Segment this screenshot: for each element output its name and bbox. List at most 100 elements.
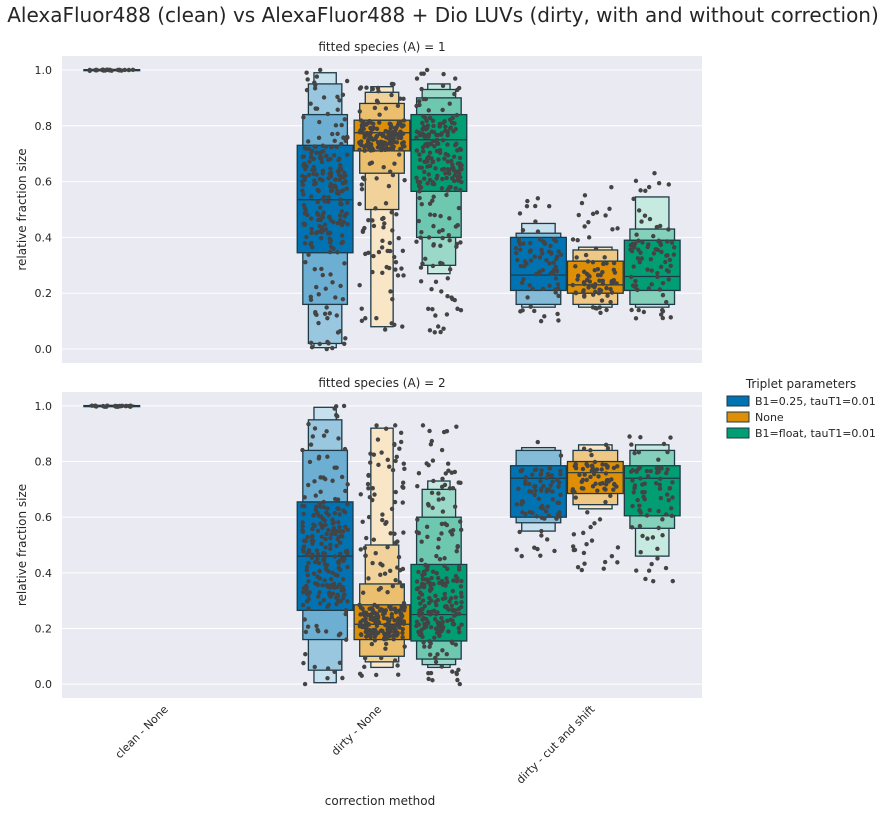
data-point: [337, 660, 343, 665]
data-point: [457, 146, 463, 152]
data-point: [527, 509, 533, 515]
data-point: [340, 239, 346, 245]
data-point: [439, 628, 444, 634]
data-point: [370, 218, 375, 223]
data-point: [393, 578, 398, 583]
data-point: [417, 165, 422, 170]
data-point: [638, 188, 643, 193]
data-point: [333, 177, 338, 182]
data-point: [517, 529, 522, 535]
data-point: [438, 260, 443, 266]
data-point: [429, 129, 435, 134]
data-point: [570, 282, 576, 288]
data-point: [638, 550, 643, 555]
data-point: [416, 218, 422, 224]
data-point: [415, 483, 420, 489]
data-point: [395, 630, 400, 636]
data-point: [365, 481, 371, 487]
data-point: [458, 308, 464, 313]
data-point: [630, 478, 635, 483]
data-point: [615, 464, 620, 469]
data-point: [338, 551, 343, 557]
y-axis-label: relative fraction size: [15, 148, 29, 270]
data-point: [322, 551, 328, 556]
data-point: [333, 572, 338, 578]
data-point: [637, 523, 643, 529]
data-point: [433, 659, 439, 665]
data-point: [418, 607, 424, 612]
data-point: [326, 341, 331, 346]
data-point: [332, 510, 338, 516]
data-point: [300, 182, 306, 187]
data-point: [415, 517, 420, 522]
data-point: [311, 512, 316, 518]
data-point: [438, 329, 443, 335]
data-point: [550, 271, 555, 276]
data-point: [398, 439, 404, 445]
data-point: [431, 123, 436, 129]
data-point: [344, 134, 350, 140]
data-point: [369, 611, 374, 617]
data-point: [334, 412, 339, 418]
data-point: [334, 144, 339, 150]
data-point: [440, 648, 445, 653]
data-point: [558, 252, 564, 257]
data-point: [454, 600, 459, 606]
boxen-group: [410, 67, 468, 335]
data-point: [382, 221, 387, 226]
data-point: [579, 200, 585, 206]
data-point: [323, 629, 329, 634]
data-point: [452, 504, 458, 509]
data-point: [89, 403, 95, 408]
data-point: [590, 305, 596, 310]
data-point: [649, 561, 654, 567]
data-point: [424, 67, 430, 73]
data-point: [328, 244, 334, 249]
data-point: [591, 471, 597, 477]
data-point: [397, 446, 402, 451]
legend-item: None: [726, 411, 784, 424]
data-point: [320, 196, 326, 201]
data-point: [371, 627, 376, 633]
data-point: [637, 259, 642, 265]
data-point: [639, 256, 645, 261]
boxen-group: [566, 442, 624, 573]
data-point: [320, 272, 325, 278]
data-point: [397, 96, 403, 101]
data-point: [397, 580, 402, 585]
data-point: [383, 608, 388, 613]
data-point: [524, 203, 530, 209]
data-point: [445, 618, 450, 624]
data-point: [426, 108, 431, 113]
data-point: [381, 131, 386, 137]
data-point: [374, 176, 379, 181]
panel-1: 0.0 0.2 0.4 0.6 0.8 1.0 fitted species (A) = 1…: [15, 40, 702, 363]
data-point: [414, 148, 420, 153]
data-point: [105, 403, 110, 408]
data-point: [392, 161, 397, 166]
data-point: [123, 403, 128, 409]
data-point: [670, 495, 675, 500]
data-point: [379, 450, 384, 455]
data-point: [330, 570, 335, 576]
data-point: [631, 490, 636, 495]
data-point: [436, 545, 441, 550]
data-point: [420, 261, 425, 266]
data-point: [654, 224, 660, 230]
data-point: [417, 189, 422, 194]
data-point: [308, 101, 313, 106]
data-point: [414, 129, 419, 134]
data-point: [388, 289, 393, 294]
data-point: [440, 596, 446, 602]
data-point: [339, 141, 344, 147]
data-point: [458, 590, 464, 596]
data-point: [335, 188, 340, 194]
data-point: [305, 573, 310, 578]
data-point: [442, 156, 447, 161]
data-point: [428, 442, 434, 447]
data-point: [635, 256, 641, 261]
data-point: [614, 484, 619, 489]
data-point: [390, 467, 396, 473]
data-point: [517, 211, 523, 216]
